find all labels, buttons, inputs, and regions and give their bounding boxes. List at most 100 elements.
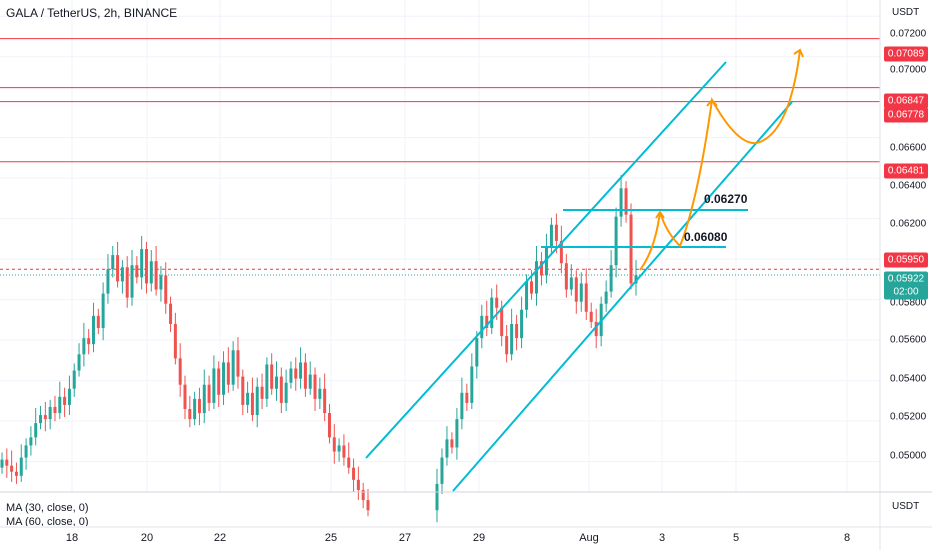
candle-body (520, 309, 524, 339)
candle-body (460, 392, 464, 420)
candle-body (226, 362, 230, 385)
candle-body (77, 354, 81, 371)
candle-body (34, 423, 38, 438)
candle-body (43, 415, 47, 420)
symbol-title[interactable]: GALA / TetherUS, 2h, BINANCE (6, 6, 178, 20)
ma30-legend[interactable]: MA (30, close, 0) (6, 502, 89, 514)
level-price-label[interactable]: 0.07089 (884, 46, 928, 62)
candle-body (270, 364, 274, 389)
candle-body (624, 188, 628, 215)
candle-body (72, 370, 76, 389)
candle-body (584, 283, 588, 312)
candle-body (164, 275, 168, 304)
y-tick-label: 0.06600 (890, 142, 927, 154)
candle-body (323, 388, 327, 414)
candle-body (120, 267, 124, 282)
candle-body (260, 386, 264, 399)
level-price-label[interactable]: 0.06847 (884, 93, 928, 109)
candle-body (289, 368, 293, 383)
candle-body (490, 297, 494, 328)
candle-body (63, 396, 67, 405)
candle-body (96, 315, 100, 328)
x-tick-label: 22 (213, 532, 227, 544)
candle-body (294, 368, 298, 379)
current-price-label[interactable]: 0.05922 (884, 271, 928, 287)
channel-lower-line (452, 101, 793, 492)
candle-body (495, 297, 499, 308)
y-tick-label: 0.07000 (890, 64, 927, 76)
candle-body (207, 384, 211, 403)
candle-body (480, 315, 484, 339)
candle-body (629, 214, 633, 284)
candle-body (265, 364, 269, 399)
level-price-label[interactable]: 0.05950 (884, 252, 928, 268)
candlesticks (0, 175, 638, 523)
candle-body (574, 277, 578, 302)
candle-body (318, 388, 322, 399)
candle-body (579, 283, 583, 302)
candle-body (92, 315, 95, 345)
x-tick-label: Aug (579, 532, 599, 544)
projection-arrowhead (706, 98, 718, 107)
candle-body (564, 263, 568, 290)
candle-body (500, 307, 504, 337)
ma60-legend[interactable]: MA (60, close, 0) (6, 516, 89, 526)
drawing-tools[interactable] (365, 48, 804, 492)
candle-body (604, 291, 608, 304)
candle-body (39, 415, 43, 424)
y-tick-label: 0.07200 (890, 28, 927, 40)
candle-body (569, 277, 573, 290)
candle-body (352, 467, 356, 480)
horizontal-levels[interactable] (0, 38, 880, 276)
candle-body (212, 368, 216, 403)
candle-body (24, 445, 28, 458)
candle-body (445, 439, 449, 458)
x-tick-label: 20 (140, 532, 154, 544)
candle-body (14, 471, 18, 476)
grid-lines (0, 0, 880, 492)
candle-body (255, 386, 259, 416)
candle-body (101, 293, 105, 328)
candle-body (169, 303, 173, 324)
candle-body (327, 413, 331, 438)
level-price-label[interactable]: 0.06778 (884, 107, 928, 123)
bar-countdown-label: 02:00 (884, 284, 928, 300)
candle-body (250, 392, 254, 416)
candle-body (366, 500, 370, 511)
candle-body (337, 445, 341, 452)
candle-body (634, 275, 638, 284)
candle-body (435, 483, 439, 511)
candle-body (173, 323, 177, 359)
candle-body (440, 457, 444, 484)
candle-body (275, 376, 278, 389)
candle-body (149, 261, 153, 284)
candle-body (470, 366, 474, 403)
x-tick-label: 5 (732, 532, 740, 544)
candle-body (5, 459, 9, 466)
x-tick-label: 29 (472, 532, 486, 544)
candle-body (332, 437, 336, 452)
candle-body (485, 315, 489, 328)
candle-body (510, 323, 514, 355)
y-tick-label: 0.06200 (890, 218, 927, 230)
x-tick-label: 8 (843, 532, 851, 544)
candle-body (236, 350, 240, 377)
projection-arrowhead (655, 210, 665, 219)
candle-body (530, 281, 534, 294)
candle-body (183, 384, 187, 409)
candle-body (342, 445, 346, 458)
y-tick-label: 0.05000 (890, 450, 927, 462)
candle-body (347, 457, 351, 468)
candle-body (609, 265, 613, 292)
candle-body (361, 489, 365, 501)
candle-body (303, 362, 307, 389)
candle-body (465, 392, 469, 403)
x-tick-label: 27 (398, 532, 412, 544)
annotation-label[interactable]: 0.06270 (704, 192, 748, 206)
candle-body (525, 281, 529, 310)
candle-body (217, 368, 221, 395)
candle-body (619, 188, 623, 217)
level-price-label[interactable]: 0.06481 (884, 163, 928, 179)
annotation-label[interactable]: 0.06080 (684, 230, 728, 244)
